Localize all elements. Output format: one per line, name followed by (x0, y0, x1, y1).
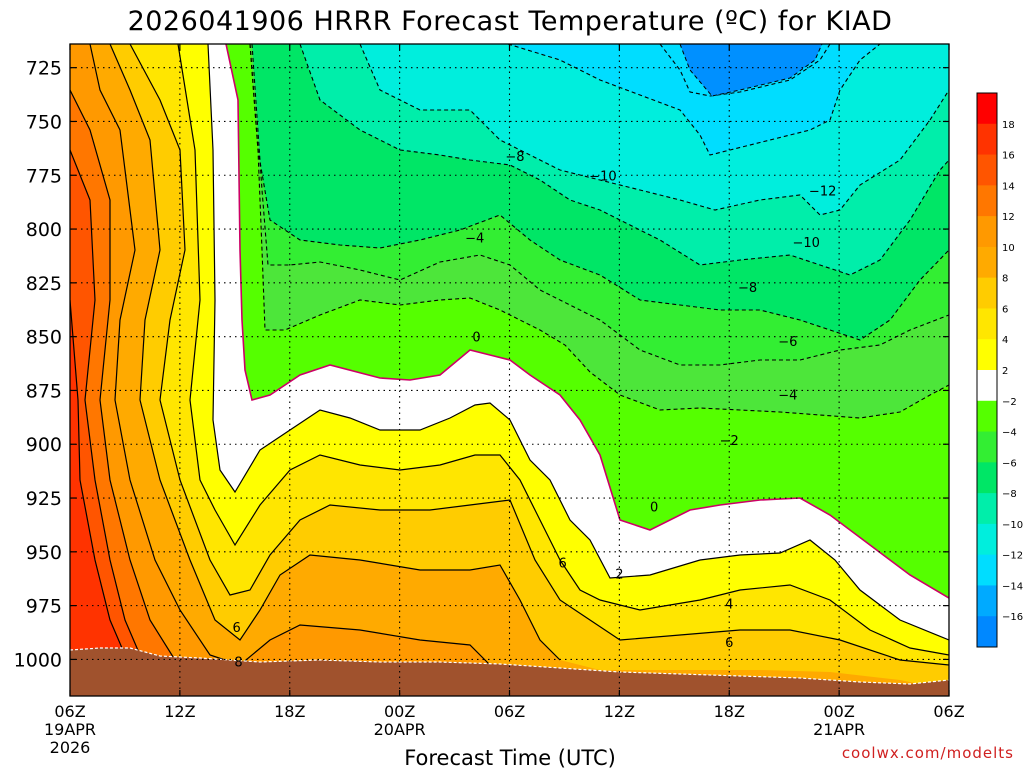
contour-label-2: 6 (558, 557, 566, 572)
y-tick-label-775: 775 (26, 165, 62, 187)
colorbar-tick-8: 2 (1002, 366, 1008, 377)
contour-label-7: 0 (472, 331, 480, 346)
contour-label-13: −8 (505, 150, 524, 165)
contour-label-14: −10 (589, 169, 616, 184)
colorbar-swatch-8 (977, 339, 997, 371)
colorbar-tick-13: −10 (1002, 520, 1023, 531)
colorbar-tick-1: 16 (1002, 151, 1015, 162)
y-tick-label-925: 925 (26, 488, 62, 510)
x-tick-label-0: 06Z (54, 702, 85, 721)
x-tick-label-5: 12Z (604, 702, 635, 721)
colorbar-tick-12: −8 (1002, 489, 1017, 500)
colorbar-swatch-9 (977, 370, 997, 402)
y-tick-label-825: 825 (26, 273, 62, 295)
colorbar-swatch-15 (977, 554, 997, 586)
x-tick-date-7: 21APR (813, 720, 865, 739)
contour-label-3: 2 (615, 567, 623, 582)
colorbar-tick-2: 14 (1002, 181, 1015, 192)
colorbar-swatch-17 (977, 616, 997, 648)
colorbar-swatch-2 (977, 154, 997, 186)
colorbar-swatch-0 (977, 93, 997, 125)
band-16-18 (70, 300, 150, 665)
contour-label-5: 6 (725, 636, 733, 651)
band-10-12 (70, 44, 949, 696)
contour-label-12: −4 (465, 232, 484, 247)
colorbar-legend: 18 16 14 12 10 8 6 4 2 −2 −4 −6 −8 −10 −12 −14 −16 (976, 92, 1023, 648)
colorbar-tick-3: 12 (1002, 212, 1015, 223)
colorbar-swatch-7 (977, 308, 997, 340)
colorbar-tick-16: −16 (1002, 612, 1023, 623)
colorbar-swatch-13 (977, 493, 997, 525)
band-14-16 (70, 150, 190, 675)
colorbar-swatch-4 (977, 216, 997, 248)
x-tick-year-0: 2026 (50, 738, 91, 757)
credit-text: coolwx.com/modelts (842, 744, 1014, 762)
colorbar-tick-10: −4 (1002, 428, 1017, 439)
x-tick-label-2: 18Z (274, 702, 305, 721)
colorbar-swatch-14 (977, 523, 997, 556)
colorbar-swatch-5 (977, 246, 997, 279)
colorbar-frame (976, 92, 998, 648)
y-tick-label-725: 725 (26, 58, 62, 80)
contour-label-15: −10 (792, 236, 819, 251)
x-axis-label: Forecast Time (UTC) (404, 746, 616, 768)
colorbar-swatch-11 (977, 431, 997, 463)
gridlines (70, 44, 949, 696)
x-tick-label-6: 18Z (714, 702, 745, 721)
contour-label-6: 0 (650, 501, 658, 516)
contour-label-11: −8 (738, 281, 757, 296)
colorbar-tick-7: 4 (1002, 335, 1008, 346)
y-tick-label-800: 800 (26, 219, 62, 241)
y-tick-label-750: 750 (26, 111, 62, 133)
x-tick-label-8: 06Z (933, 702, 964, 721)
y-tick-label-950: 950 (26, 542, 62, 564)
colorbar-tick-14: −12 (1002, 551, 1023, 562)
colorbar-tick-11: −6 (1002, 458, 1017, 469)
colorbar-swatch-10 (977, 400, 997, 433)
colorbar-tick-4: 10 (1002, 243, 1015, 254)
colorbar-swatch-12 (977, 462, 997, 494)
colorbar-tick-6: 6 (1002, 304, 1008, 315)
chart-title: 2026041906 HRRR Forecast Temperature (ºC… (128, 6, 893, 37)
x-tick-label-3: 00Z (384, 702, 415, 721)
cold-contours (249, 44, 949, 419)
coldest-band (679, 44, 823, 97)
contour-label-1: 8 (234, 656, 242, 671)
band-6-8 (70, 44, 949, 696)
y-tick-label-875: 875 (26, 380, 62, 402)
colorbar-tick-9: −2 (1002, 397, 1017, 408)
contour-label-4: 4 (725, 597, 733, 612)
y-tick-label-900: 900 (26, 434, 62, 456)
contour-label-9: −4 (778, 389, 797, 404)
y-tick-label-850: 850 (26, 327, 62, 349)
contour-label-8: −2 (720, 434, 739, 449)
x-tick-date-0: 19APR (44, 720, 96, 739)
contour-label-10: −6 (778, 335, 797, 350)
colorbar-tick-5: 8 (1002, 274, 1008, 285)
colorbar-tick-0: 18 (1002, 120, 1015, 131)
x-tick-label-7: 00Z (823, 702, 854, 721)
contour-label-16: −12 (809, 184, 836, 199)
colorbar-swatch-6 (977, 277, 997, 309)
colorbar-swatch-16 (977, 585, 997, 617)
colorbar-swatch-3 (977, 185, 997, 217)
ground-edge (70, 647, 949, 685)
x-tick-label-1: 12Z (164, 702, 195, 721)
x-tick-label-4: 06Z (494, 702, 525, 721)
x-tick-date-3: 20APR (374, 720, 426, 739)
zero-degree-contour (225, 44, 949, 599)
colorbar-tick-15: −14 (1002, 581, 1023, 592)
y-tick-label-1000: 1000 (14, 649, 62, 671)
contour-labels: 6 8 6 2 4 6 0 0 −2 −4 −6 −8 −4 −8 −10 −10 −12 (233, 150, 837, 671)
warm-contours (70, 44, 949, 666)
contour-label-0: 6 (233, 621, 241, 636)
plot-area: 6 8 6 2 4 6 0 0 −2 −4 −6 −8 −4 −8 −10 −10 −12 (70, 44, 949, 696)
y-tick-label-975: 975 (26, 596, 62, 618)
colorbar-swatch-1 (977, 123, 997, 156)
